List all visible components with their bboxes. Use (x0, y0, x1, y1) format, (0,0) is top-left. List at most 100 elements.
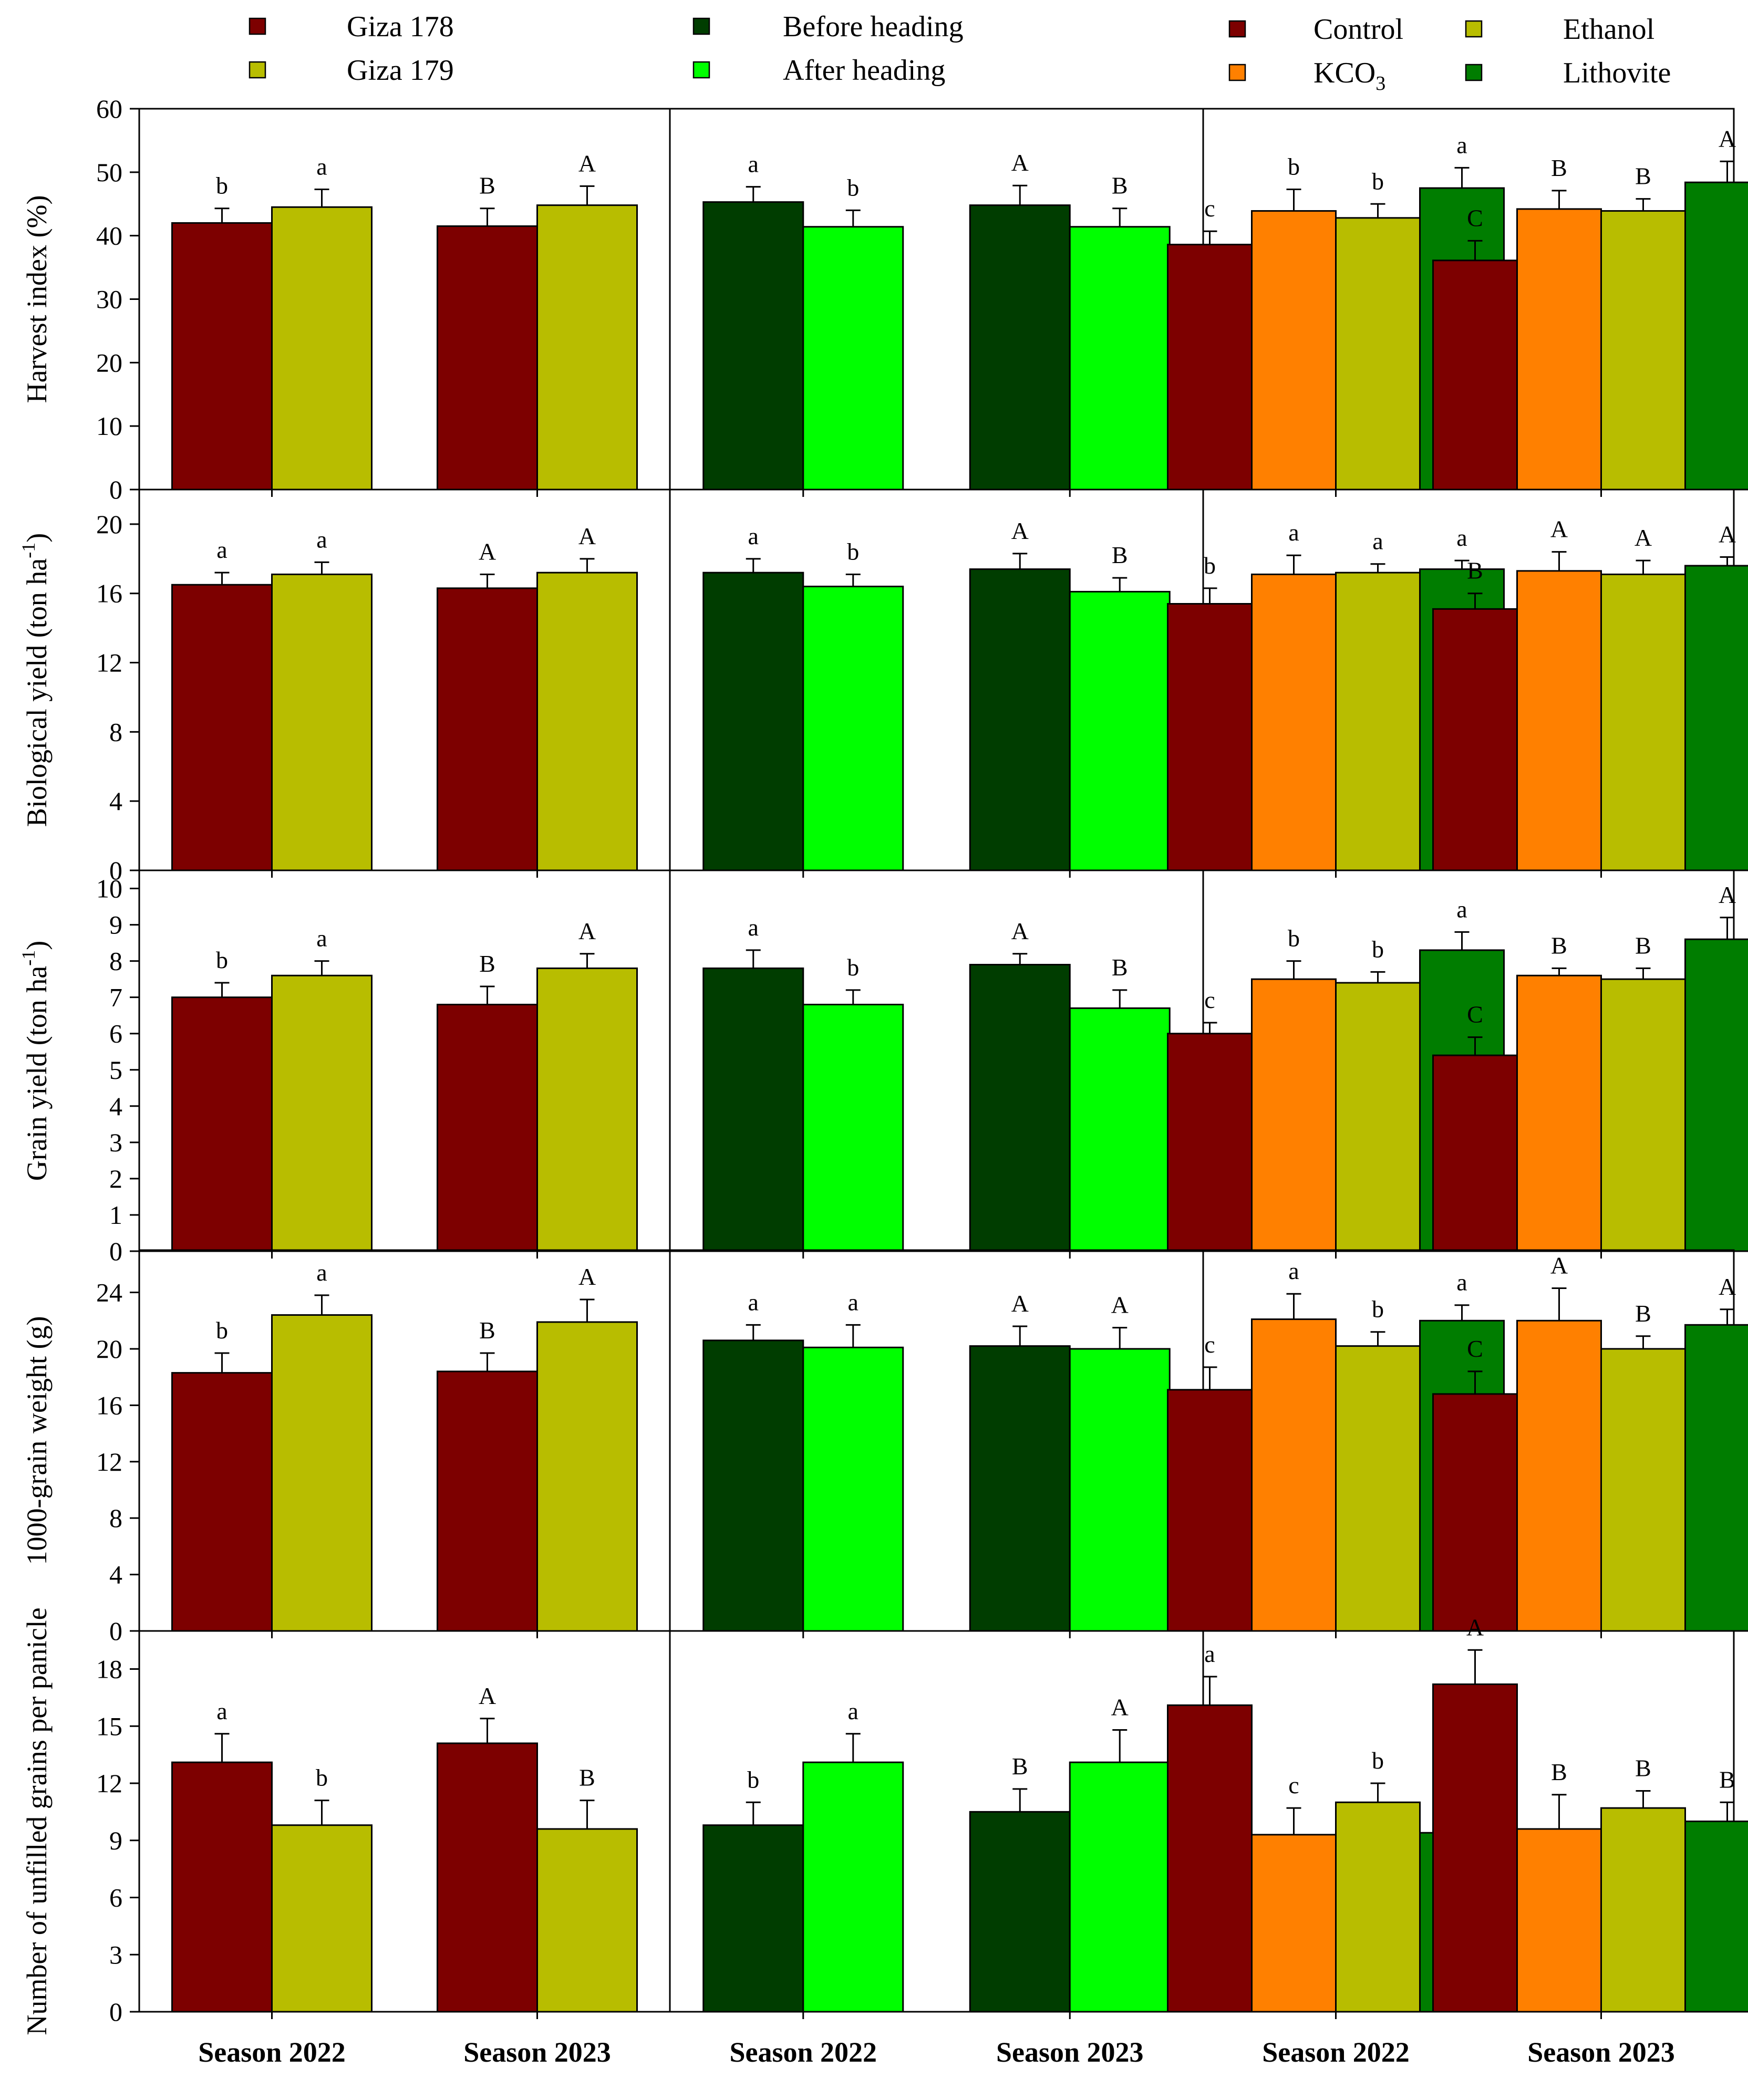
y-tick-label: 0 (109, 475, 122, 504)
significance-letter: a (316, 1259, 327, 1286)
significance-letter: b (1204, 552, 1216, 579)
significance-letter: C (1467, 1001, 1483, 1028)
x-tick-label: Season 2023 (1527, 2036, 1675, 2068)
significance-letter: a (748, 151, 759, 178)
significance-letter: a (1456, 524, 1467, 551)
significance-letter: A (578, 150, 596, 176)
bar (536, 967, 638, 1252)
bar (1684, 938, 1748, 1252)
significance-letter: a (1288, 1257, 1299, 1284)
bar (1335, 1801, 1421, 2013)
bar (437, 1742, 538, 2013)
bar (171, 584, 273, 871)
significance-letter: A (1011, 918, 1029, 944)
panel-2-1: a b A B (669, 869, 1204, 1259)
significance-letter: b (847, 538, 859, 565)
bar (1335, 982, 1421, 1252)
bar (1684, 1821, 1748, 2013)
bar (437, 1370, 538, 1632)
legend: Giza 178 Giza 179 Before heading After head… (249, 11, 1671, 95)
significance-letter: a (1456, 896, 1467, 922)
bar (437, 225, 538, 491)
bar (1167, 1033, 1253, 1252)
significance-letter: a (216, 1698, 227, 1724)
bar (437, 1003, 538, 1252)
panel-1-0: a a AA (138, 488, 671, 878)
significance-letter: A (1011, 1290, 1029, 1317)
legend-cultivar: Giza 178 Giza 179 (249, 11, 454, 87)
bar (171, 1761, 273, 2013)
chart-row-4: 0 3 6 9 12 15 18 Number of unfilled grains per … (21, 1607, 1748, 2068)
significance-letter: a (216, 536, 227, 563)
significance-letter: A (1111, 1694, 1129, 1721)
x-tick-label: Season 2022 (729, 2036, 877, 2068)
significance-letter: B (1635, 1755, 1651, 1782)
significance-letter: a (1456, 1269, 1467, 1296)
bar (802, 1003, 904, 1252)
y-tick-label: 4 (109, 786, 122, 816)
y-tick-label: 24 (96, 1278, 122, 1307)
significance-letter: a (748, 1288, 759, 1315)
y-tick-label: 4 (109, 1560, 122, 1589)
y-tick-label: 8 (109, 717, 122, 746)
bar (271, 1314, 373, 1632)
legend-swatch (692, 17, 710, 35)
significance-letter: A (1719, 521, 1736, 548)
significance-letter: B (1112, 954, 1128, 981)
bar (1600, 573, 1686, 871)
y-tick-label: 16 (96, 1390, 122, 1420)
significance-letter: a (1372, 528, 1383, 555)
bar (171, 1372, 273, 1632)
significance-letter: a (1204, 1640, 1215, 1667)
y-tick-label: 2 (109, 1164, 122, 1193)
y-tick-label: 20 (96, 510, 122, 539)
bar (702, 967, 804, 1252)
bar (1167, 1704, 1253, 2013)
y-tick-label: 16 (96, 579, 122, 608)
y-tick-label: 6 (109, 1019, 122, 1048)
significance-letter: a (316, 153, 327, 180)
y-tick-label: 9 (109, 1826, 122, 1855)
significance-letter: b (847, 954, 859, 981)
bar (1684, 1324, 1748, 1632)
bar (969, 1811, 1071, 2013)
bar (1684, 181, 1748, 491)
y-tick-label: 7 (109, 983, 122, 1012)
y-tick-label: 0 (109, 1236, 122, 1266)
bar (1432, 1683, 1518, 2013)
y-axis-title-superscript: -1 (18, 543, 39, 558)
bar (536, 204, 638, 491)
bar (1251, 573, 1337, 871)
significance-letter: B (1467, 557, 1483, 584)
significance-letter: B (1112, 542, 1128, 568)
significance-letter: B (1551, 932, 1567, 959)
significance-letter: b (847, 174, 859, 201)
significance-letter: b (316, 1764, 328, 1791)
legend-label: Giza 178 (347, 11, 454, 43)
chart-row-1: 0 4 8 12 16 20 Biological yield (ton ha-1) a a A A… (18, 488, 1748, 885)
y-tick-label: 0 (109, 1997, 122, 2026)
bar (437, 587, 538, 871)
legend-swatch (1228, 64, 1246, 81)
chart-row-3: 0 4 8 12 16 20 24 1000-grain weight (g) b a B Aa a A A… (21, 1249, 1748, 1646)
y-tick-label: 15 (96, 1711, 122, 1741)
y-tick-label: 18 (96, 1655, 122, 1684)
significance-letter: B (1551, 154, 1567, 181)
significance-letter: b (216, 172, 228, 199)
bar (1251, 978, 1337, 1252)
bar (1069, 1348, 1171, 1632)
legend-treatment: Control Ethanol KCO3 Lithovite (1228, 13, 1671, 95)
significance-letter: a (748, 914, 759, 941)
bar (1432, 1393, 1518, 1632)
y-tick-label: 50 (96, 158, 122, 187)
significance-letter: A (1550, 1252, 1568, 1279)
y-axis-title: Number of unfilled grains per panicle (21, 1607, 53, 2035)
significance-letter: b (1288, 925, 1300, 952)
legend-label: After heading (783, 54, 945, 87)
significance-letter: A (578, 523, 596, 549)
bar (536, 571, 638, 871)
significance-letter: B (479, 1317, 495, 1344)
legend-label: Ethanol (1563, 13, 1654, 46)
